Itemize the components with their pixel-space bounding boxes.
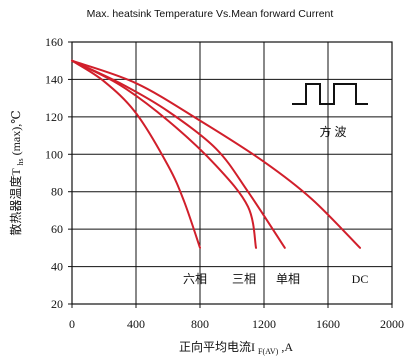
tick-layer: 0 400 800 1200 1600 2000 20 40 60 80 100 120 140 160 [45,35,404,331]
y-axis-label-main: 散热器温度T [8,168,23,236]
x-tick-label-2000: 2000 [380,317,404,331]
label-layer: 六相 三相 单相 DC [183,272,368,286]
plot-frame [71,41,393,305]
y-tick-label-20: 20 [51,297,63,311]
waveform-layer: 方 波 [292,83,368,139]
x-axis-label-tail: ,A [281,340,293,354]
x-tick-label-1600: 1600 [316,317,340,331]
x-axis-label: 正向平均电流I F(AV) ,A [179,339,293,357]
series-label-3: DC [352,272,369,286]
y-tick-label-100: 100 [45,147,63,161]
chart-title: Max. heatsink Temperature Vs.Mean forwar… [87,8,334,20]
y-axis-label-sub: hs [16,158,25,165]
x-tick-label-400: 400 [127,317,145,331]
y-tick-label-40: 40 [51,260,63,274]
x-tick-label-0: 0 [69,317,75,331]
series-label-2: 单相 [276,272,300,286]
y-axis-label: 散热器温度T hs (max),℃ [8,110,26,235]
x-tick-label-800: 800 [191,317,209,331]
y-tick-label-140: 140 [45,72,63,86]
waveform-label: 方 波 [319,124,346,139]
x-tick-label-1200: 1200 [252,317,276,331]
series-line-2 [71,59,286,249]
x-axis-label-main: 正向平均电流I [179,339,255,354]
x-axis-label-sub: F(AV) [258,347,279,356]
plot-frame-layer [71,41,393,305]
grid-layer [72,42,392,304]
y-tick-label-160: 160 [45,35,63,49]
square-wave-icon [292,83,368,105]
series-line-0 [71,59,201,249]
series-line-1 [71,59,257,249]
series-label-1: 三相 [232,272,256,286]
series-layer [71,59,361,249]
y-tick-label-80: 80 [51,185,63,199]
series-label-0: 六相 [183,272,207,286]
series-line-3 [71,59,361,249]
y-tick-label-60: 60 [51,222,63,236]
y-tick-label-120: 120 [45,110,63,124]
y-axis-label-tail: (max),℃ [9,110,23,155]
